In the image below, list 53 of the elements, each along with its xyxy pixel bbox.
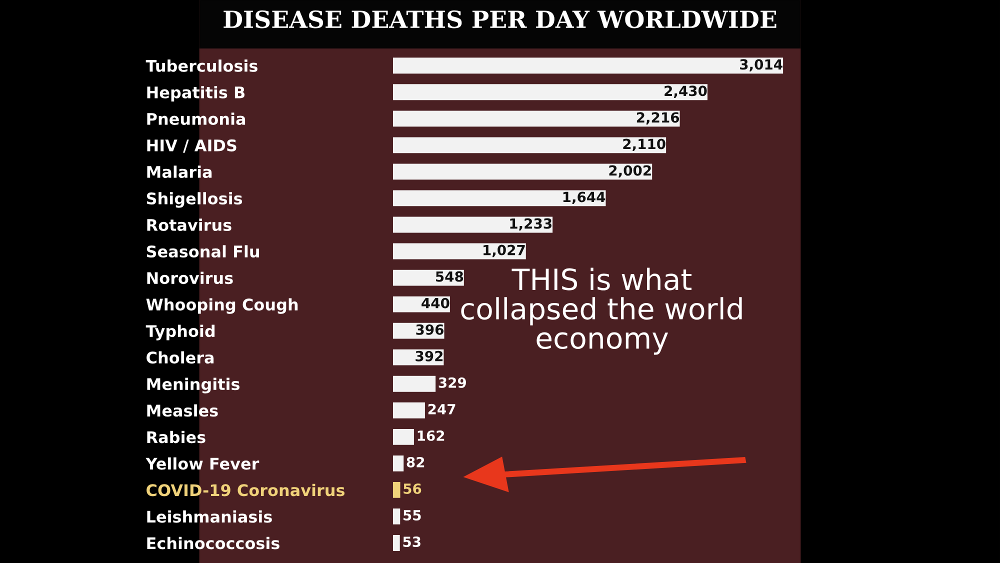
bar (393, 535, 400, 551)
data-label: 162 (418, 430, 444, 441)
y-tick-label: Tuberculosis (146, 60, 258, 72)
bar (393, 482, 400, 498)
y-tick-label: Shigellosis (146, 192, 242, 208)
y-tick-label: Echinococcosis (147, 536, 280, 550)
data-label: 329 (438, 377, 466, 388)
bar (393, 428, 414, 445)
y-tick-label: Meningitis (147, 378, 240, 394)
y-tick-label: Seasonal Flu (146, 245, 259, 258)
bar (393, 164, 652, 180)
bar (393, 508, 400, 524)
y-tick-label: HIV / AIDS (147, 139, 236, 153)
bar (393, 216, 553, 233)
data-label: 1,027 (484, 244, 525, 258)
data-label: 53 (403, 536, 420, 548)
data-label: 392 (416, 350, 443, 362)
data-label: 1,644 (563, 192, 606, 204)
data-label: 440 (422, 298, 450, 308)
data-label: 56 (404, 483, 422, 494)
y-tick-label: Norovirus (147, 272, 233, 284)
data-label: 1,233 (510, 218, 552, 231)
bar (393, 84, 708, 100)
data-label: 2,110 (623, 138, 666, 151)
bar (393, 110, 680, 127)
y-tick-label: Typhoid (146, 324, 215, 340)
data-label: 2,216 (636, 112, 680, 124)
data-label: 3,014 (740, 59, 782, 72)
y-tick-label: Cholera (146, 351, 214, 364)
data-label: 396 (416, 324, 444, 335)
data-label: 82 (406, 456, 424, 468)
y-tick-label: Leishmaniasis (147, 510, 272, 523)
y-tick-label: COVID-19 Coronavirus (146, 484, 345, 496)
bar (393, 376, 436, 392)
data-label: 55 (404, 510, 421, 520)
data-label: 2,002 (609, 165, 651, 178)
y-tick-label: Rabies (147, 430, 206, 444)
y-tick-label: Yellow Fever (146, 457, 260, 470)
data-label: 247 (428, 404, 456, 414)
bar (393, 137, 666, 154)
y-tick-label: Measles (147, 404, 218, 417)
chart-title: DISEASE DEATHS PER DAY WORLDWIDE (224, 10, 776, 28)
y-tick-label: Rotavirus (147, 218, 232, 232)
bar (393, 190, 606, 206)
bar (393, 402, 425, 418)
data-label: 548 (436, 271, 464, 282)
y-tick-label: Hepatitis B (147, 86, 245, 102)
y-tick-label: Pneumonia (147, 112, 246, 125)
bar (393, 455, 404, 472)
data-label: 2,430 (664, 86, 707, 98)
y-tick-label: Malaria (147, 166, 212, 178)
bar (393, 58, 784, 74)
y-tick-label: Whooping Cough (146, 298, 298, 314)
